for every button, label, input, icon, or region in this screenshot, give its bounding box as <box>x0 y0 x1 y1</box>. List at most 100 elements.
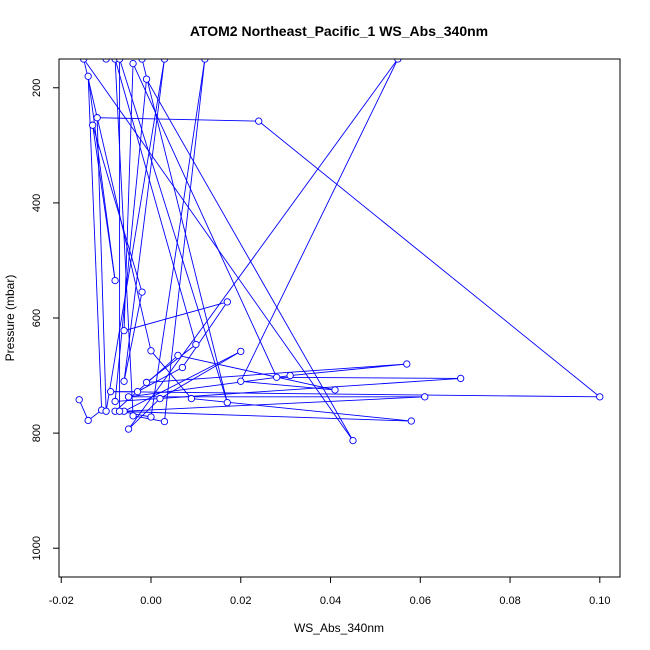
data-point <box>129 59 137 68</box>
data-point <box>102 407 110 415</box>
data-point <box>106 388 115 396</box>
data-point <box>120 327 128 335</box>
data-point <box>156 394 164 403</box>
series-line-segment <box>177 354 336 391</box>
series-line-segment <box>124 396 425 412</box>
series-line-segment <box>115 410 412 422</box>
data-point <box>457 374 465 383</box>
series-line-segment <box>141 59 228 403</box>
data-point <box>84 416 92 425</box>
series-line-segment <box>258 120 601 398</box>
series-line-segment <box>290 363 407 377</box>
x-tick-label: 0.00 <box>140 595 161 607</box>
data-point <box>349 436 357 445</box>
data-point <box>75 396 83 404</box>
data-point <box>138 288 146 296</box>
x-tick-label: 0.06 <box>410 595 431 607</box>
data-point <box>596 393 604 401</box>
data-point <box>147 347 155 355</box>
series-line-segment <box>123 350 241 412</box>
data-point <box>237 377 245 385</box>
data-point <box>120 377 128 385</box>
series-line-segment <box>164 59 206 422</box>
data-point <box>255 117 263 125</box>
data-point <box>129 412 137 420</box>
series-line-segment <box>123 301 228 332</box>
series-line-segment <box>123 63 134 331</box>
data-point <box>115 59 124 63</box>
series-line-segment <box>150 350 192 399</box>
series-line-segment <box>132 63 278 378</box>
series-line-segment <box>83 59 354 441</box>
data-point <box>84 72 92 80</box>
data-point <box>192 340 200 349</box>
data-point <box>237 347 245 356</box>
x-tick-label: 0.10 <box>589 595 610 607</box>
data-point <box>147 413 155 421</box>
series-line-segment <box>92 125 143 293</box>
x-tick-label: 0.02 <box>230 595 251 607</box>
data-point <box>407 417 415 425</box>
data-point <box>115 407 124 415</box>
x-axis-label: WS_Abs_340nm <box>294 621 384 635</box>
series-line-segment <box>105 59 165 412</box>
data-point <box>201 59 209 63</box>
data-point <box>160 59 169 63</box>
series-line-segment <box>240 380 336 391</box>
y-tick-label: 400 <box>31 194 43 212</box>
x-tick-label: 0.04 <box>320 595 341 607</box>
series-line-segment <box>119 59 228 403</box>
chart-title: ATOM2 Northeast_Pacific_1 WS_Abs_340nm <box>190 23 488 39</box>
data-point <box>142 378 151 387</box>
y-tick-label: 600 <box>31 309 43 327</box>
x-tick-label: 0.08 <box>499 595 520 607</box>
series-line-segment <box>128 375 291 398</box>
y-tick-label: 1000 <box>31 536 43 560</box>
series-line-segment <box>150 59 206 418</box>
data-point <box>124 425 133 433</box>
data-point <box>223 398 231 407</box>
series-line-segment <box>114 59 134 416</box>
series-line-segment <box>128 398 161 430</box>
plot-frame <box>58 58 621 578</box>
series-line-segment <box>146 363 407 383</box>
series-line-segment <box>137 367 183 393</box>
series-line-segment <box>240 59 399 382</box>
data-point <box>124 393 133 401</box>
data-point <box>160 417 169 426</box>
y-tick-label: 800 <box>31 424 43 442</box>
series-line-segment <box>128 59 399 430</box>
data-point <box>142 75 151 83</box>
data-point <box>421 393 429 401</box>
data-point <box>286 371 294 380</box>
series-line-segment <box>78 399 89 421</box>
data-point <box>80 59 88 63</box>
plot-series <box>75 59 604 445</box>
data-point <box>111 276 119 285</box>
series-line-segment <box>123 292 143 382</box>
series-line-segment <box>114 79 147 402</box>
data-point <box>403 360 411 368</box>
series-line-segment <box>276 376 461 379</box>
data-point <box>178 363 187 372</box>
data-point <box>331 386 339 394</box>
y-axis-label: Pressure (mbar) <box>3 275 17 362</box>
data-point <box>394 59 402 63</box>
series-line-segment <box>97 117 259 122</box>
data-point <box>102 59 110 63</box>
series-line-segment <box>114 59 197 345</box>
data-point <box>89 121 97 129</box>
x-tick-label: -0.02 <box>49 595 74 607</box>
series-line-segment <box>182 301 228 368</box>
series-line-segment <box>87 76 103 411</box>
data-point <box>174 351 182 360</box>
series-line-segment <box>146 78 354 441</box>
y-tick-label: 200 <box>31 79 43 97</box>
data-point <box>138 59 146 63</box>
data-point <box>273 373 281 381</box>
series-line-segment <box>83 59 152 351</box>
data-point <box>111 397 119 406</box>
series-line-segment <box>92 125 116 281</box>
